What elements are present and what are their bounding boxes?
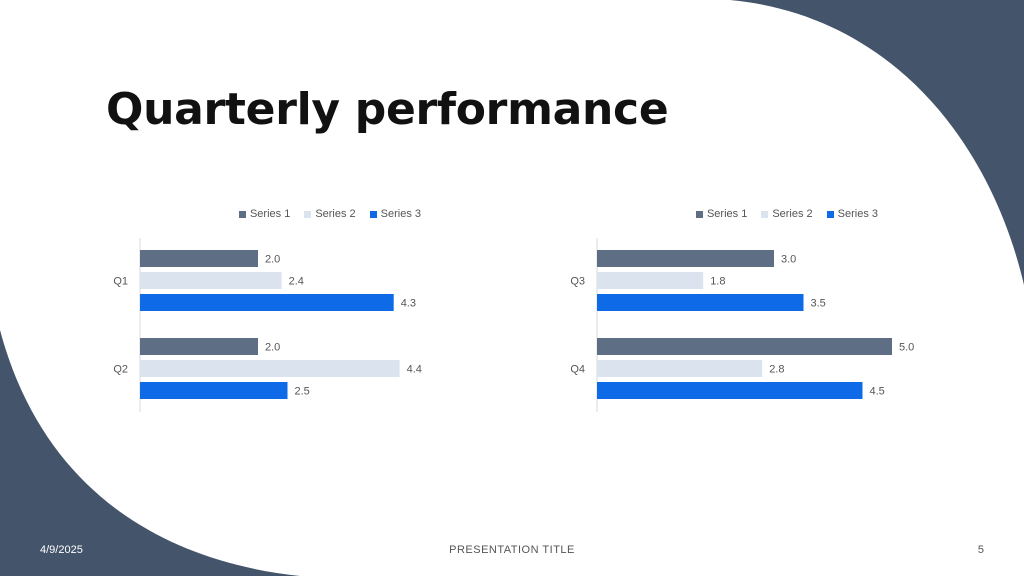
data-label-q3-series-1: 3.0 (781, 254, 796, 266)
legend-swatch (238, 210, 246, 218)
chart-plot: Q1 2.0 2.4 4.3 Q2 2.0 4.4 2.5 (113, 238, 422, 412)
legend-label: Series 2 (315, 208, 356, 220)
category-label-q2: Q2 (113, 364, 128, 376)
bar-q4-series-2 (597, 360, 763, 377)
chart-q1-q2: Series 1 Series 2 Series 3 Q1 2.0 2.4 4.3 Q2 2.… (100, 200, 560, 430)
legend-swatch (695, 210, 703, 218)
data-label-q3-series-2: 1.8 (710, 276, 725, 288)
category-label-q1: Q1 (113, 276, 128, 288)
legend-item-series-2: Series 2 (304, 208, 356, 220)
bar-q4-series-3 (597, 382, 863, 399)
data-label-q4-series-1: 5.0 (899, 342, 914, 354)
legend-item-series-3: Series 3 (826, 208, 879, 220)
legend-label: Series 1 (249, 208, 291, 220)
legend-item-series-3: Series 3 (369, 208, 422, 220)
bar-q3-series-1 (597, 250, 774, 267)
bar-q2-series-3 (140, 382, 288, 399)
legend-swatch (304, 210, 312, 218)
page-number: 5 (977, 544, 984, 556)
legend-item-series-1: Series 1 (238, 208, 291, 220)
bar-q1-series-3 (140, 294, 394, 311)
legend-label: Series 3 (837, 208, 879, 220)
chart-plot: Q3 3.0 1.8 3.5 Q4 5.0 2.8 4.5 (570, 238, 914, 412)
legend-swatch (826, 210, 834, 218)
bar-q2-series-2 (140, 360, 400, 377)
chart-legend: Series 1 Series 2 Series 3 (100, 208, 560, 220)
data-label-q1-series-1: 2.0 (265, 254, 280, 266)
data-label-q1-series-3: 4.3 (401, 298, 416, 310)
legend-swatch (369, 210, 377, 218)
data-label-q2-series-3: 2.5 (295, 386, 310, 398)
bar-q3-series-3 (597, 294, 804, 311)
bar-q1-series-1 (140, 250, 258, 267)
bar-q4-series-1 (597, 338, 892, 355)
bar-q3-series-2 (597, 272, 704, 289)
legend-label: Series 1 (706, 208, 748, 220)
chart-q3-q4: Series 1 Series 2 Series 3 Q3 3.0 1.8 3.5 Q4 5.… (557, 200, 1017, 430)
data-label-q4-series-2: 2.8 (769, 364, 784, 376)
data-label-q2-series-1: 2.0 (265, 342, 280, 354)
category-label-q3: Q3 (570, 276, 585, 288)
data-label-q3-series-3: 3.5 (811, 298, 826, 310)
legend-label: Series 2 (772, 208, 813, 220)
footer-date: 4/9/2025 (40, 544, 83, 556)
legend-item-series-1: Series 1 (695, 208, 748, 220)
chart-legend: Series 1 Series 2 Series 3 (557, 208, 1017, 220)
bar-q1-series-2 (140, 272, 282, 289)
data-label-q2-series-2: 4.4 (407, 364, 422, 376)
data-label-q1-series-2: 2.4 (289, 276, 304, 288)
category-label-q4: Q4 (570, 364, 585, 376)
legend-label: Series 3 (380, 208, 422, 220)
bar-q2-series-1 (140, 338, 258, 355)
page-title: Quarterly performance (106, 84, 669, 135)
legend-item-series-2: Series 2 (761, 208, 813, 220)
data-label-q4-series-3: 4.5 (870, 386, 885, 398)
legend-swatch (761, 210, 769, 218)
